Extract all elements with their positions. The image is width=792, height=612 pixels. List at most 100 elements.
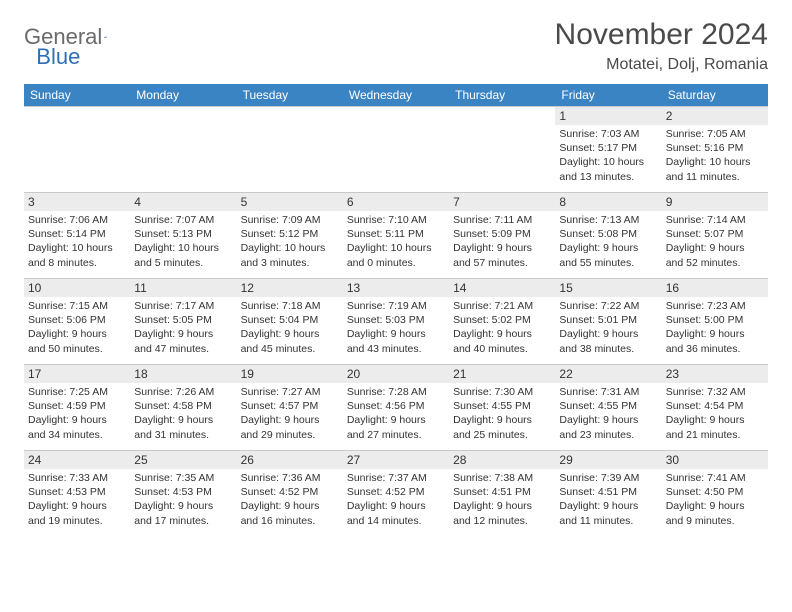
daylight-text: Daylight: 9 hours and 23 minutes. xyxy=(559,413,657,441)
day-number: 28 xyxy=(449,451,555,469)
day-body: Sunrise: 7:25 AMSunset: 4:59 PMDaylight:… xyxy=(24,383,130,446)
day-number: 25 xyxy=(130,451,236,469)
sunset-text: Sunset: 5:08 PM xyxy=(559,227,657,241)
day-number: 21 xyxy=(449,365,555,383)
day-body: Sunrise: 7:33 AMSunset: 4:53 PMDaylight:… xyxy=(24,469,130,532)
day-number: 20 xyxy=(343,365,449,383)
calendar-cell xyxy=(343,107,449,193)
day-number: 27 xyxy=(343,451,449,469)
weekday-header: Saturday xyxy=(662,84,768,107)
sunset-text: Sunset: 5:06 PM xyxy=(28,313,126,327)
sunrise-text: Sunrise: 7:27 AM xyxy=(241,385,339,399)
day-number: 2 xyxy=(662,107,768,125)
sunset-text: Sunset: 5:04 PM xyxy=(241,313,339,327)
day-body: Sunrise: 7:18 AMSunset: 5:04 PMDaylight:… xyxy=(237,297,343,360)
day-number: 3 xyxy=(24,193,130,211)
day-body: Sunrise: 7:21 AMSunset: 5:02 PMDaylight:… xyxy=(449,297,555,360)
calendar-row: 10Sunrise: 7:15 AMSunset: 5:06 PMDayligh… xyxy=(24,279,768,365)
daylight-text: Daylight: 9 hours and 17 minutes. xyxy=(134,499,232,527)
calendar-cell: 10Sunrise: 7:15 AMSunset: 5:06 PMDayligh… xyxy=(24,279,130,365)
calendar-cell: 18Sunrise: 7:26 AMSunset: 4:58 PMDayligh… xyxy=(130,365,236,451)
calendar-cell: 12Sunrise: 7:18 AMSunset: 5:04 PMDayligh… xyxy=(237,279,343,365)
day-body: Sunrise: 7:22 AMSunset: 5:01 PMDaylight:… xyxy=(555,297,661,360)
sunrise-text: Sunrise: 7:21 AM xyxy=(453,299,551,313)
day-body: Sunrise: 7:15 AMSunset: 5:06 PMDaylight:… xyxy=(24,297,130,360)
sunrise-text: Sunrise: 7:30 AM xyxy=(453,385,551,399)
sunset-text: Sunset: 4:51 PM xyxy=(559,485,657,499)
calendar-cell: 1Sunrise: 7:03 AMSunset: 5:17 PMDaylight… xyxy=(555,107,661,193)
sunset-text: Sunset: 5:17 PM xyxy=(559,141,657,155)
logo-sail-icon xyxy=(104,29,107,45)
weekday-header: Monday xyxy=(130,84,236,107)
day-body: Sunrise: 7:30 AMSunset: 4:55 PMDaylight:… xyxy=(449,383,555,446)
calendar-cell: 23Sunrise: 7:32 AMSunset: 4:54 PMDayligh… xyxy=(662,365,768,451)
calendar-cell: 21Sunrise: 7:30 AMSunset: 4:55 PMDayligh… xyxy=(449,365,555,451)
calendar-cell: 11Sunrise: 7:17 AMSunset: 5:05 PMDayligh… xyxy=(130,279,236,365)
day-number: 16 xyxy=(662,279,768,297)
day-number: 13 xyxy=(343,279,449,297)
calendar-head: SundayMondayTuesdayWednesdayThursdayFrid… xyxy=(24,84,768,107)
calendar-row: 1Sunrise: 7:03 AMSunset: 5:17 PMDaylight… xyxy=(24,107,768,193)
sunrise-text: Sunrise: 7:41 AM xyxy=(666,471,764,485)
calendar-cell: 16Sunrise: 7:23 AMSunset: 5:00 PMDayligh… xyxy=(662,279,768,365)
sunrise-text: Sunrise: 7:10 AM xyxy=(347,213,445,227)
calendar-cell: 14Sunrise: 7:21 AMSunset: 5:02 PMDayligh… xyxy=(449,279,555,365)
sunset-text: Sunset: 4:55 PM xyxy=(453,399,551,413)
calendar-row: 3Sunrise: 7:06 AMSunset: 5:14 PMDaylight… xyxy=(24,193,768,279)
sunrise-text: Sunrise: 7:15 AM xyxy=(28,299,126,313)
sunrise-text: Sunrise: 7:11 AM xyxy=(453,213,551,227)
calendar-cell: 15Sunrise: 7:22 AMSunset: 5:01 PMDayligh… xyxy=(555,279,661,365)
daylight-text: Daylight: 9 hours and 43 minutes. xyxy=(347,327,445,355)
daylight-text: Daylight: 10 hours and 3 minutes. xyxy=(241,241,339,269)
sunrise-text: Sunrise: 7:35 AM xyxy=(134,471,232,485)
sunrise-text: Sunrise: 7:09 AM xyxy=(241,213,339,227)
day-number: 19 xyxy=(237,365,343,383)
logo: General Blue xyxy=(24,18,174,50)
sunset-text: Sunset: 5:13 PM xyxy=(134,227,232,241)
sunset-text: Sunset: 4:50 PM xyxy=(666,485,764,499)
daylight-text: Daylight: 9 hours and 36 minutes. xyxy=(666,327,764,355)
day-number: 4 xyxy=(130,193,236,211)
day-number: 18 xyxy=(130,365,236,383)
sunrise-text: Sunrise: 7:03 AM xyxy=(559,127,657,141)
day-number: 17 xyxy=(24,365,130,383)
calendar-cell: 13Sunrise: 7:19 AMSunset: 5:03 PMDayligh… xyxy=(343,279,449,365)
calendar-cell xyxy=(24,107,130,193)
calendar-row: 17Sunrise: 7:25 AMSunset: 4:59 PMDayligh… xyxy=(24,365,768,451)
daylight-text: Daylight: 9 hours and 31 minutes. xyxy=(134,413,232,441)
location: Motatei, Dolj, Romania xyxy=(555,56,768,74)
day-body: Sunrise: 7:11 AMSunset: 5:09 PMDaylight:… xyxy=(449,211,555,274)
daylight-text: Daylight: 9 hours and 9 minutes. xyxy=(666,499,764,527)
calendar-cell: 7Sunrise: 7:11 AMSunset: 5:09 PMDaylight… xyxy=(449,193,555,279)
daylight-text: Daylight: 9 hours and 11 minutes. xyxy=(559,499,657,527)
day-number: 9 xyxy=(662,193,768,211)
sunrise-text: Sunrise: 7:36 AM xyxy=(241,471,339,485)
sunset-text: Sunset: 5:12 PM xyxy=(241,227,339,241)
sunrise-text: Sunrise: 7:17 AM xyxy=(134,299,232,313)
weekday-header: Tuesday xyxy=(237,84,343,107)
calendar-row: 24Sunrise: 7:33 AMSunset: 4:53 PMDayligh… xyxy=(24,451,768,537)
calendar-cell: 8Sunrise: 7:13 AMSunset: 5:08 PMDaylight… xyxy=(555,193,661,279)
weekday-header: Wednesday xyxy=(343,84,449,107)
sunset-text: Sunset: 4:52 PM xyxy=(241,485,339,499)
sunrise-text: Sunrise: 7:39 AM xyxy=(559,471,657,485)
title-block: November 2024 Motatei, Dolj, Romania xyxy=(555,18,768,74)
sunset-text: Sunset: 4:57 PM xyxy=(241,399,339,413)
sunset-text: Sunset: 5:05 PM xyxy=(134,313,232,327)
day-body: Sunrise: 7:23 AMSunset: 5:00 PMDaylight:… xyxy=(662,297,768,360)
logo-text-blue: Blue xyxy=(36,44,80,70)
day-body: Sunrise: 7:35 AMSunset: 4:53 PMDaylight:… xyxy=(130,469,236,532)
day-body: Sunrise: 7:32 AMSunset: 4:54 PMDaylight:… xyxy=(662,383,768,446)
day-number: 1 xyxy=(555,107,661,125)
daylight-text: Daylight: 9 hours and 38 minutes. xyxy=(559,327,657,355)
daylight-text: Daylight: 9 hours and 55 minutes. xyxy=(559,241,657,269)
calendar-cell: 26Sunrise: 7:36 AMSunset: 4:52 PMDayligh… xyxy=(237,451,343,537)
weekday-header: Sunday xyxy=(24,84,130,107)
sunrise-text: Sunrise: 7:38 AM xyxy=(453,471,551,485)
sunrise-text: Sunrise: 7:19 AM xyxy=(347,299,445,313)
sunrise-text: Sunrise: 7:33 AM xyxy=(28,471,126,485)
day-number: 6 xyxy=(343,193,449,211)
day-body: Sunrise: 7:07 AMSunset: 5:13 PMDaylight:… xyxy=(130,211,236,274)
daylight-text: Daylight: 9 hours and 16 minutes. xyxy=(241,499,339,527)
calendar-cell: 25Sunrise: 7:35 AMSunset: 4:53 PMDayligh… xyxy=(130,451,236,537)
